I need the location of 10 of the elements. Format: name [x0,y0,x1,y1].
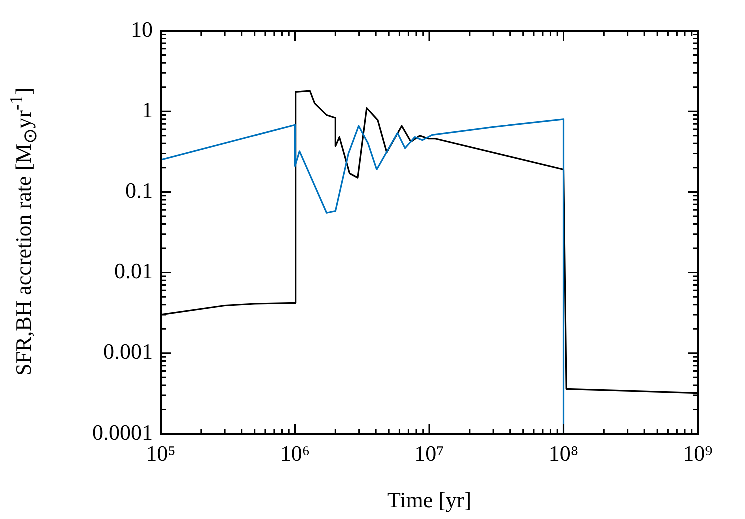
y-tick-label: 0.01 [114,258,153,284]
y-tick-label: 10 [131,16,153,42]
x-tick-label: 10⁷ [414,440,444,466]
x-tick-label: 10⁸ [548,440,579,466]
x-tick-label: 10⁶ [280,440,310,466]
x-axis-title: Time [yr] [387,488,472,513]
y-tick-label: 0.001 [104,339,153,364]
y-tick-label: 1 [142,97,153,122]
x-tick-label: 10⁹ [683,440,714,466]
y-tick-label: 0.1 [126,178,153,203]
